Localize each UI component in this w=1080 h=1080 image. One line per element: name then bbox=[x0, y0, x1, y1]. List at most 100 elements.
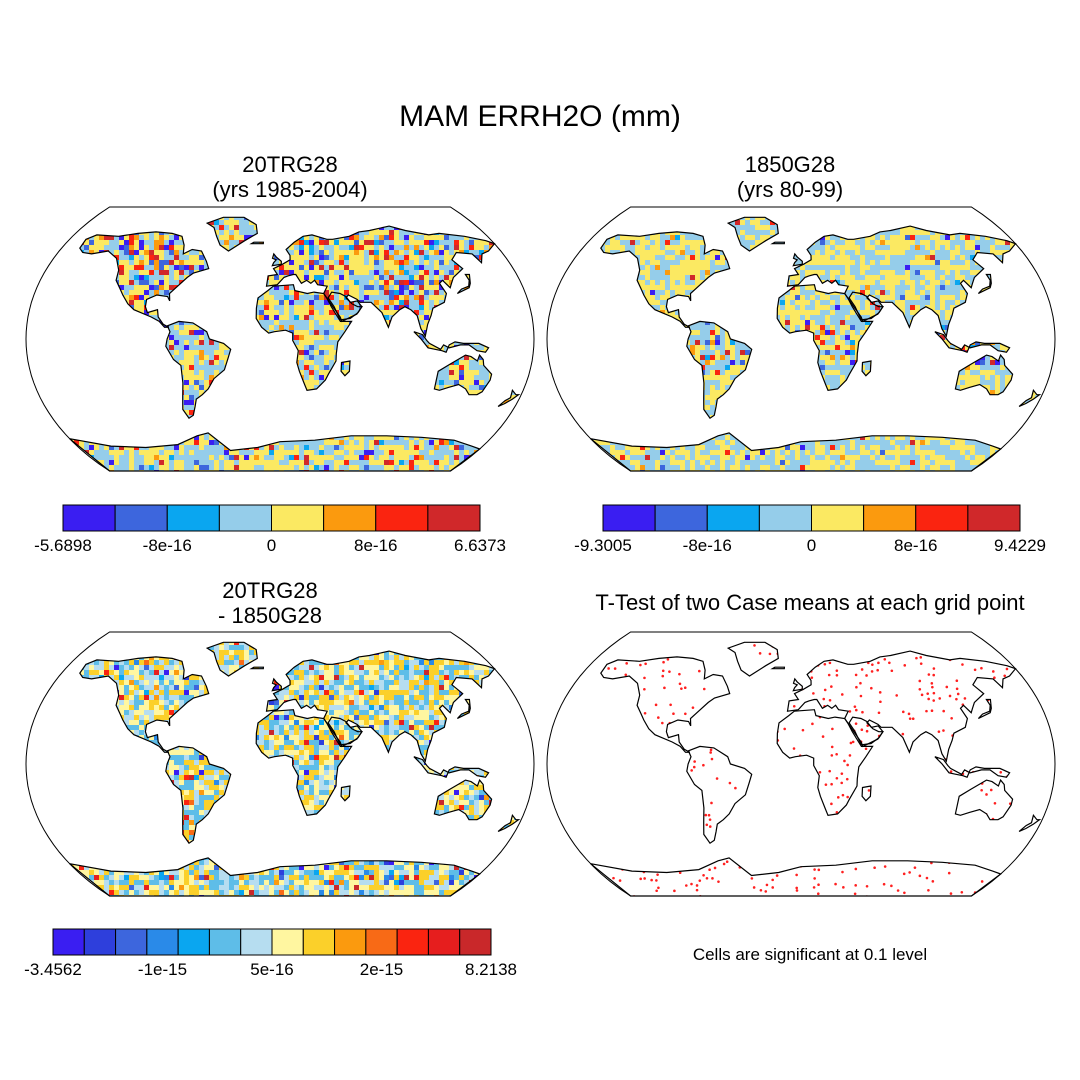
field-cell bbox=[469, 245, 474, 250]
field-cell bbox=[214, 365, 219, 370]
field-cell bbox=[59, 225, 64, 230]
field-cell bbox=[219, 445, 224, 450]
field-cell bbox=[159, 290, 164, 295]
field-cell bbox=[284, 325, 289, 330]
field-cell bbox=[369, 280, 374, 285]
field-cell bbox=[339, 275, 344, 280]
field-cell bbox=[24, 235, 29, 240]
field-cell bbox=[434, 285, 439, 290]
field-cell bbox=[334, 335, 339, 340]
field-cell bbox=[144, 240, 149, 245]
field-cell bbox=[509, 235, 514, 240]
field-cell bbox=[134, 235, 139, 240]
field-cell bbox=[344, 370, 349, 375]
field-cell bbox=[469, 380, 474, 385]
field-cell bbox=[129, 260, 134, 265]
field-cell bbox=[49, 245, 54, 250]
field-cell bbox=[364, 265, 369, 270]
field-cell bbox=[404, 275, 409, 280]
field-cell bbox=[299, 340, 304, 345]
field-cell bbox=[139, 280, 144, 285]
field-cell bbox=[104, 235, 109, 240]
field-cell bbox=[424, 235, 429, 240]
field-cell bbox=[39, 240, 44, 245]
field-cell bbox=[329, 310, 334, 315]
field-cell bbox=[89, 210, 94, 215]
field-cell bbox=[314, 440, 319, 445]
field-cell bbox=[209, 350, 214, 355]
field-cell bbox=[149, 240, 154, 245]
field-cell bbox=[79, 210, 84, 215]
field-cell bbox=[59, 440, 64, 445]
field-cell bbox=[289, 300, 294, 305]
field-cell bbox=[314, 365, 319, 370]
field-cell bbox=[59, 235, 64, 240]
field-cell bbox=[319, 375, 324, 380]
field-cell bbox=[304, 440, 309, 445]
field-cell bbox=[184, 440, 189, 445]
field-cell bbox=[74, 210, 79, 215]
field-cell bbox=[39, 220, 44, 225]
field-cell bbox=[24, 265, 29, 270]
field-cell bbox=[464, 375, 469, 380]
field-cell bbox=[34, 250, 39, 255]
field-cell bbox=[449, 365, 454, 370]
field-cell bbox=[429, 345, 434, 350]
field-cell bbox=[409, 240, 414, 245]
field-cell bbox=[194, 340, 199, 345]
field-cell bbox=[164, 245, 169, 250]
field-cell bbox=[469, 217, 474, 220]
field-cell bbox=[534, 440, 536, 445]
field-cell bbox=[274, 280, 279, 285]
field-cell bbox=[59, 220, 64, 225]
field-cell bbox=[359, 440, 364, 445]
field-cell bbox=[44, 260, 49, 265]
field-cell bbox=[534, 410, 536, 415]
field-cell bbox=[29, 430, 34, 435]
field-cell bbox=[524, 285, 529, 290]
field-cell bbox=[349, 260, 354, 265]
field-cell bbox=[319, 350, 324, 355]
field-cell bbox=[339, 250, 344, 255]
field-cell bbox=[269, 295, 274, 300]
field-cell bbox=[174, 245, 179, 250]
field-cell bbox=[374, 240, 379, 245]
field-cell bbox=[509, 430, 514, 435]
field-cell bbox=[309, 440, 314, 445]
field-cell bbox=[39, 260, 44, 265]
field-cell bbox=[524, 210, 529, 215]
field-cell bbox=[394, 305, 399, 310]
field-cell bbox=[174, 350, 179, 355]
field-cell bbox=[29, 445, 34, 450]
field-cell bbox=[474, 380, 479, 385]
field-cell bbox=[309, 240, 314, 245]
field-cell bbox=[424, 305, 429, 310]
field-cell bbox=[344, 325, 349, 330]
field-cell bbox=[534, 415, 536, 420]
field-cell bbox=[119, 280, 124, 285]
field-cell bbox=[249, 220, 254, 225]
field-cell bbox=[24, 430, 29, 435]
field-cell bbox=[334, 250, 339, 255]
field-cell bbox=[379, 280, 384, 285]
field-cell bbox=[44, 425, 49, 430]
field-cell bbox=[334, 240, 339, 245]
field-cell bbox=[204, 370, 209, 375]
field-cell bbox=[419, 240, 424, 245]
field-cell bbox=[169, 235, 174, 240]
field-cell bbox=[169, 345, 174, 350]
field-cell bbox=[364, 435, 369, 440]
field-cell bbox=[484, 210, 489, 215]
field-cell bbox=[534, 325, 536, 330]
field-cell bbox=[319, 300, 324, 305]
field-cell bbox=[84, 240, 89, 245]
field-cell bbox=[169, 325, 174, 330]
field-cell bbox=[399, 255, 404, 260]
field-cell bbox=[364, 230, 369, 235]
field-cell bbox=[169, 280, 174, 285]
field-cell bbox=[264, 325, 269, 330]
field-cell bbox=[319, 365, 324, 370]
field-cell bbox=[534, 275, 536, 280]
field-cell bbox=[389, 270, 394, 275]
field-cell bbox=[339, 330, 344, 335]
